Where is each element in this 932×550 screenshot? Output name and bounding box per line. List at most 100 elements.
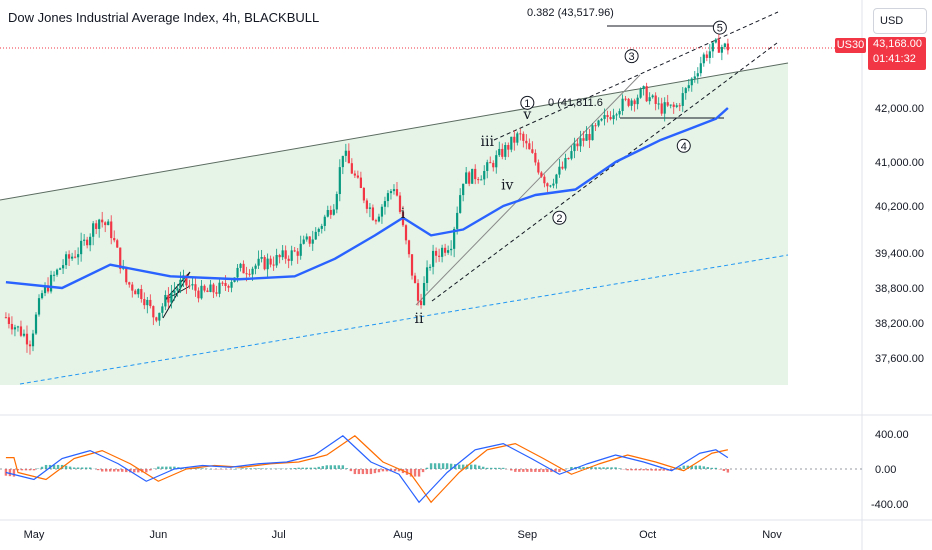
candle [422, 283, 426, 306]
candle [726, 43, 729, 51]
candle [296, 251, 299, 256]
candle [251, 268, 254, 275]
candle [176, 288, 179, 291]
histogram-bar [550, 469, 553, 473]
candle [528, 143, 531, 150]
candle [326, 210, 329, 217]
candle [52, 274, 56, 276]
histogram-bar [377, 469, 381, 473]
candle [498, 148, 501, 156]
histogram-bar [570, 466, 573, 469]
candle [705, 54, 708, 58]
histogram-bar [4, 469, 8, 476]
histogram-bar [441, 463, 445, 469]
histogram-bar [590, 467, 593, 469]
histogram-bar [413, 469, 417, 477]
candle [534, 152, 537, 163]
candle [561, 166, 564, 169]
candle [22, 333, 26, 336]
candle [398, 195, 402, 212]
histogram-bar [88, 467, 92, 469]
candle [380, 206, 384, 217]
candle [98, 219, 101, 229]
histogram-bar [686, 465, 689, 469]
histogram-bar [578, 466, 581, 469]
candle [164, 294, 167, 307]
candle [525, 140, 528, 144]
histogram-bar [24, 469, 28, 471]
candle [428, 266, 432, 268]
wave-circle-1 [520, 95, 535, 110]
candle [549, 185, 552, 187]
candle [543, 176, 546, 184]
candle [269, 258, 272, 265]
histogram-bar [325, 465, 328, 469]
candle [696, 73, 699, 77]
candle [441, 247, 444, 257]
histogram-bar [117, 469, 120, 472]
histogram-bar [425, 467, 429, 469]
histogram-bar [614, 467, 617, 469]
histogram-bar [109, 469, 112, 472]
candle [579, 138, 582, 147]
macd-line [5, 434, 729, 504]
histogram-bar [437, 463, 441, 469]
wave-label-i: i [401, 206, 406, 222]
time-tick-label: Nov [762, 529, 782, 541]
histogram-bar [357, 469, 361, 475]
candle [699, 63, 702, 74]
candle [591, 125, 594, 141]
candle [425, 267, 429, 284]
candle [152, 306, 155, 318]
candle [350, 163, 353, 174]
candle [489, 162, 492, 164]
histogram-bar [626, 469, 629, 471]
candle [537, 162, 540, 173]
histogram-bar [502, 467, 505, 469]
candle [299, 243, 302, 256]
wave-channel-lower [431, 42, 778, 302]
candle [104, 222, 107, 226]
candle [416, 283, 420, 301]
candle [672, 104, 675, 107]
price-tick-label: 37,600.00 [875, 353, 924, 365]
histogram-bar [385, 469, 389, 472]
candle [320, 225, 323, 229]
candle [594, 125, 597, 127]
candle [287, 258, 290, 261]
candle [413, 275, 417, 284]
candle [483, 170, 486, 180]
candle [702, 54, 705, 64]
candle [55, 269, 59, 275]
histogram-bar [421, 469, 425, 473]
candle [540, 172, 543, 177]
candle [329, 210, 332, 215]
candle [431, 250, 435, 267]
histogram-bar [52, 464, 56, 469]
histogram-bar [173, 466, 176, 469]
histogram-bar [337, 465, 341, 469]
candle [200, 285, 203, 299]
wave-circle-2 [552, 210, 567, 225]
candle [618, 111, 621, 115]
currency-selector[interactable]: USD [873, 8, 927, 34]
wave-label-1: 1 [524, 98, 530, 110]
candle [140, 289, 143, 300]
histogram-bar [8, 469, 12, 477]
time-tick-label: Oct [639, 529, 656, 541]
candle [480, 179, 483, 181]
candle [212, 284, 215, 293]
candle [311, 239, 314, 244]
histogram-bar [494, 467, 497, 469]
histogram-bar [341, 465, 345, 469]
price-tick-label: 40,200.00 [875, 201, 924, 213]
histogram-bar [449, 463, 453, 469]
histogram-bar [606, 467, 609, 469]
candle [305, 236, 308, 240]
histogram-bar [530, 469, 533, 472]
candle [185, 275, 188, 286]
candle [621, 98, 624, 112]
histogram-bar [642, 469, 645, 471]
wave-label-ii: ii [415, 311, 424, 327]
